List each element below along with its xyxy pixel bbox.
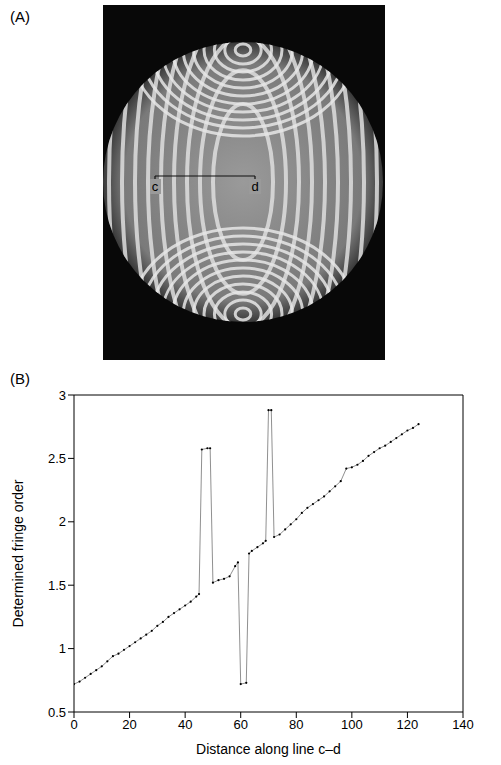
svg-text:Distance along line c–d: Distance along line c–d xyxy=(196,741,341,757)
svg-text:1.5: 1.5 xyxy=(48,578,66,593)
html-text:(A): (A) xyxy=(10,8,30,25)
svg-text:d: d xyxy=(251,179,258,194)
svg-text:3: 3 xyxy=(59,388,66,403)
svg-text:c: c xyxy=(152,179,159,194)
svg-text:0.5: 0.5 xyxy=(48,705,66,720)
svg-text:2.5: 2.5 xyxy=(48,451,66,466)
svg-text:120: 120 xyxy=(397,717,419,732)
svg-text:140: 140 xyxy=(452,717,474,732)
svg-text:100: 100 xyxy=(341,717,363,732)
svg-text:1: 1 xyxy=(59,641,66,656)
svg-text:40: 40 xyxy=(178,717,192,732)
html-text:(B): (B) xyxy=(10,370,30,387)
svg-text:Determined fringe order: Determined fringe order xyxy=(10,479,26,627)
svg-text:20: 20 xyxy=(122,717,136,732)
svg-text:0: 0 xyxy=(70,717,77,732)
svg-text:80: 80 xyxy=(289,717,303,732)
svg-text:2: 2 xyxy=(59,514,66,529)
svg-text:60: 60 xyxy=(233,717,247,732)
